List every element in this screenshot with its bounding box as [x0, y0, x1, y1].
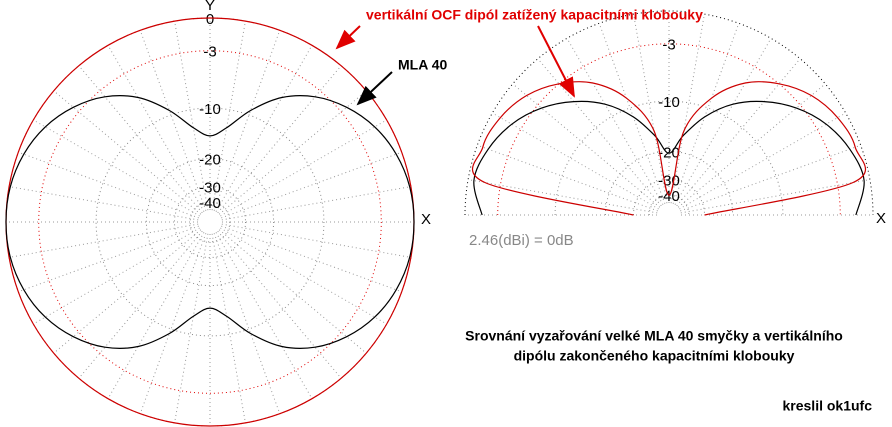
caption: dipólu zakončeného kapacitními klobouky [514, 348, 795, 364]
spoke [221, 225, 402, 293]
spoke [215, 232, 313, 399]
caption: Srovnání vyzařování velké MLA 40 smyčky … [465, 328, 843, 344]
spoke [18, 151, 199, 219]
spoke [218, 90, 367, 215]
spoke [107, 45, 205, 212]
pattern-line [5, 95, 415, 349]
spoke [107, 232, 205, 399]
reference-label: 2.46(dBi) = 0dB [469, 232, 574, 249]
spoke [220, 119, 387, 217]
spoke [220, 227, 387, 325]
arrow [537, 25, 575, 98]
spoke [139, 30, 207, 211]
spoke [211, 233, 246, 423]
spoke [468, 179, 658, 214]
grid-ring [497, 43, 841, 216]
spoke [680, 179, 870, 214]
spoke [633, 14, 668, 204]
annotation: MLA 40 [398, 57, 447, 73]
spoke [33, 227, 200, 325]
r-tick-label: 0 [206, 11, 214, 28]
spoke [213, 233, 281, 414]
spoke [221, 223, 411, 258]
spoke [680, 144, 861, 212]
pattern-line [473, 100, 865, 216]
spoke [9, 223, 199, 258]
spoke [537, 58, 662, 207]
spoke [677, 83, 826, 208]
spoke [477, 144, 658, 212]
grid-ring [38, 50, 382, 394]
grid-ring [5, 17, 415, 427]
spoke [78, 230, 203, 379]
spoke [679, 112, 846, 210]
spoke [213, 30, 281, 211]
spoke [598, 23, 666, 204]
spoke [78, 65, 203, 214]
arrow [356, 71, 393, 106]
spoke [221, 151, 402, 219]
spoke [672, 23, 740, 204]
grid-ring [173, 185, 247, 259]
spoke [53, 229, 202, 354]
spoke [492, 112, 659, 210]
spoke [139, 233, 207, 414]
grid-ring [145, 157, 275, 287]
arrow [335, 25, 361, 50]
spoke [33, 119, 200, 217]
r-tick-label: -10 [658, 94, 680, 111]
r-tick-label: -10 [199, 101, 221, 118]
spoke [53, 90, 202, 215]
author: kreslil ok1ufc [783, 398, 873, 414]
spoke [174, 233, 209, 423]
grid-ring [189, 201, 231, 243]
x-axis-label: X [421, 211, 431, 228]
y-axis-label: Y [205, 0, 215, 14]
r-tick-label: -40 [658, 188, 680, 205]
r-tick-label: -40 [199, 195, 221, 212]
spoke [566, 38, 664, 205]
spoke [9, 186, 199, 221]
spoke [674, 38, 772, 205]
r-tick-label: -3 [662, 37, 675, 54]
spoke [211, 21, 246, 211]
spoke [676, 58, 801, 207]
r-tick-label: -3 [203, 44, 216, 61]
x-axis-label: X [876, 210, 886, 227]
spoke [217, 65, 342, 214]
outer-arc [464, 10, 874, 216]
r-tick-label: -20 [199, 151, 221, 168]
plots: 0-3-10-20-30-40YX-3-10-20-30-40X2.46(dBi… [5, 0, 886, 427]
pattern-line [5, 17, 415, 427]
annotation: vertikální OCF dipól zatížený kapacitním… [366, 7, 703, 23]
spoke [18, 225, 199, 293]
grid-ring [95, 107, 325, 337]
r-tick-label: -30 [658, 172, 680, 189]
spoke [512, 83, 661, 208]
spoke [174, 21, 209, 211]
pattern-line [471, 81, 867, 216]
spoke [670, 14, 705, 204]
spoke [215, 45, 313, 212]
spoke [218, 229, 367, 354]
spoke [221, 186, 411, 221]
r-tick-label: -30 [199, 179, 221, 196]
spoke [217, 230, 342, 379]
